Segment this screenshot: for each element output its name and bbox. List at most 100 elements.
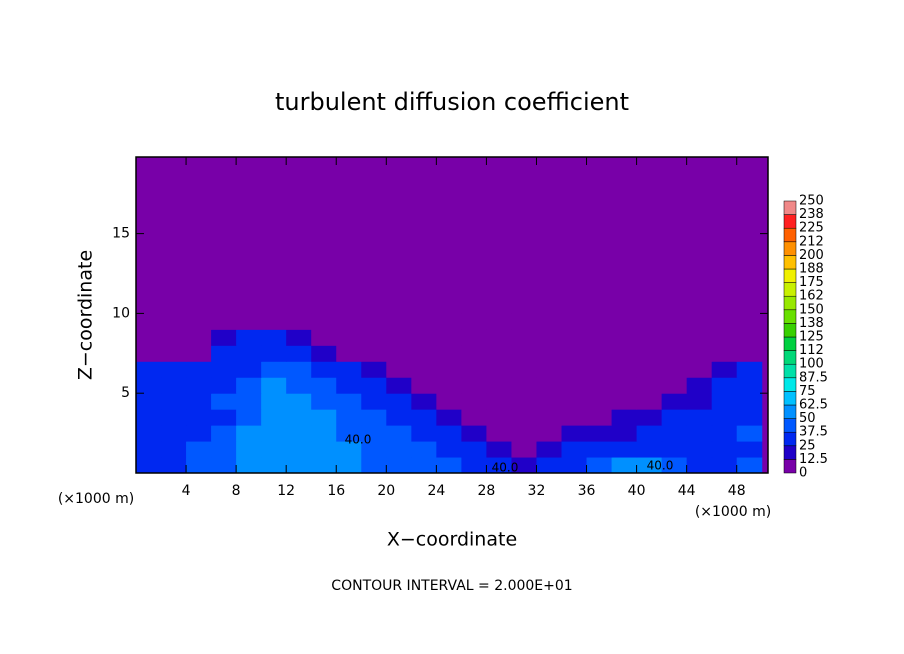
field-cell: [286, 425, 312, 442]
field-cell: [686, 313, 713, 330]
field-cell: [411, 409, 437, 426]
field-cell: [311, 441, 337, 458]
field-cell: [211, 361, 237, 378]
field-cell: [211, 329, 237, 346]
colorbar-label: 100: [799, 357, 824, 372]
field-cell: [136, 457, 162, 473]
colorbar-label: 175: [799, 275, 824, 290]
field-cell: [236, 457, 262, 473]
contour-label: 40.0: [345, 433, 372, 447]
field-cell: [411, 313, 437, 330]
field-cell: [611, 457, 638, 473]
field-cell: [511, 441, 537, 458]
field-cell: [236, 313, 262, 330]
colorbar-band: [783, 363, 797, 379]
field-cell: [561, 441, 588, 458]
field-cell: [361, 329, 387, 346]
field-cell: [511, 425, 537, 442]
field-cell: [136, 345, 162, 362]
field-cell: [661, 393, 688, 410]
field-cell: [186, 377, 212, 394]
field-cell: [236, 361, 262, 378]
field-cell: [611, 329, 638, 346]
field-cell: [511, 377, 537, 394]
colorbar-band: [783, 227, 797, 243]
colorbar-band: [783, 241, 797, 256]
field-cell: [161, 377, 187, 394]
field-cell: [436, 393, 462, 410]
field-cell: [611, 441, 638, 458]
field-cell: [486, 329, 512, 346]
field-cell: [511, 393, 537, 410]
field-cell: [411, 393, 437, 410]
field-cell: [536, 425, 563, 442]
x-tick-label: 32: [528, 483, 546, 499]
x-unit-label: (×1000 m): [695, 504, 771, 520]
chart-title: turbulent diffusion coefficient: [275, 88, 629, 116]
field-cell: [586, 457, 613, 473]
field-cell: [161, 393, 187, 410]
x-tick-label: 48: [728, 483, 746, 499]
field-cell: [711, 409, 738, 426]
field-cell: [486, 345, 512, 362]
field-cell: [311, 345, 337, 362]
field-cell: [586, 425, 613, 442]
colorbar-label: 37.5: [799, 425, 828, 440]
field-cell: [561, 377, 588, 394]
field-cell: [161, 441, 187, 458]
field-cell: [736, 313, 763, 330]
field-cell: [286, 441, 312, 458]
field-cell: [261, 361, 287, 378]
x-axis-label: X−coordinate: [387, 529, 517, 551]
field-cell: [186, 329, 212, 346]
field-cell: [511, 457, 537, 473]
colorbar-label: 162: [799, 289, 824, 304]
field-cell: [186, 361, 212, 378]
field-cell: [236, 441, 262, 458]
field-cell: [386, 329, 412, 346]
field-cell: [386, 425, 412, 442]
colorbar-label: 188: [799, 262, 824, 277]
field-cell: [611, 377, 638, 394]
field-cell: [136, 409, 162, 426]
field-cell: [386, 441, 412, 458]
colorbar-band: [783, 445, 797, 460]
field-cell: [161, 313, 187, 330]
field-cell: [636, 313, 663, 330]
field-cell: [711, 345, 738, 362]
field-cell: [486, 361, 512, 378]
field-cell: [286, 313, 312, 330]
field-cell: [436, 313, 462, 330]
field-cell: [136, 329, 162, 346]
field-cell: [361, 313, 387, 330]
field-cell: [311, 409, 337, 426]
field-cell: [136, 425, 162, 442]
field-cell: [536, 393, 563, 410]
field-cell: [461, 441, 487, 458]
field-cell: [361, 393, 387, 410]
field-cell: [486, 377, 512, 394]
field-cell: [536, 457, 563, 473]
field-cell: [461, 409, 487, 426]
colorbar-band: [783, 431, 797, 447]
colorbar-label: 138: [799, 316, 824, 331]
x-tick-label: 44: [678, 483, 696, 499]
field-cell: [561, 457, 588, 473]
field-cell: [661, 345, 688, 362]
field-cell: [686, 425, 713, 442]
field-cell: [211, 441, 237, 458]
contour-label: 40.0: [492, 461, 519, 475]
plot-frame: [135, 156, 769, 474]
field-cell: [711, 425, 738, 442]
field-cell: [586, 345, 613, 362]
field-cell: [311, 393, 337, 410]
field-cell: [411, 329, 437, 346]
field-cell: [661, 313, 688, 330]
field-cell: [586, 329, 613, 346]
colorbar-label: 75: [799, 384, 816, 399]
colorbar-label: 225: [799, 221, 824, 236]
field-cell: [286, 457, 312, 473]
field-cell: [211, 313, 237, 330]
field-cell: [386, 457, 412, 473]
field-cell: [561, 361, 588, 378]
